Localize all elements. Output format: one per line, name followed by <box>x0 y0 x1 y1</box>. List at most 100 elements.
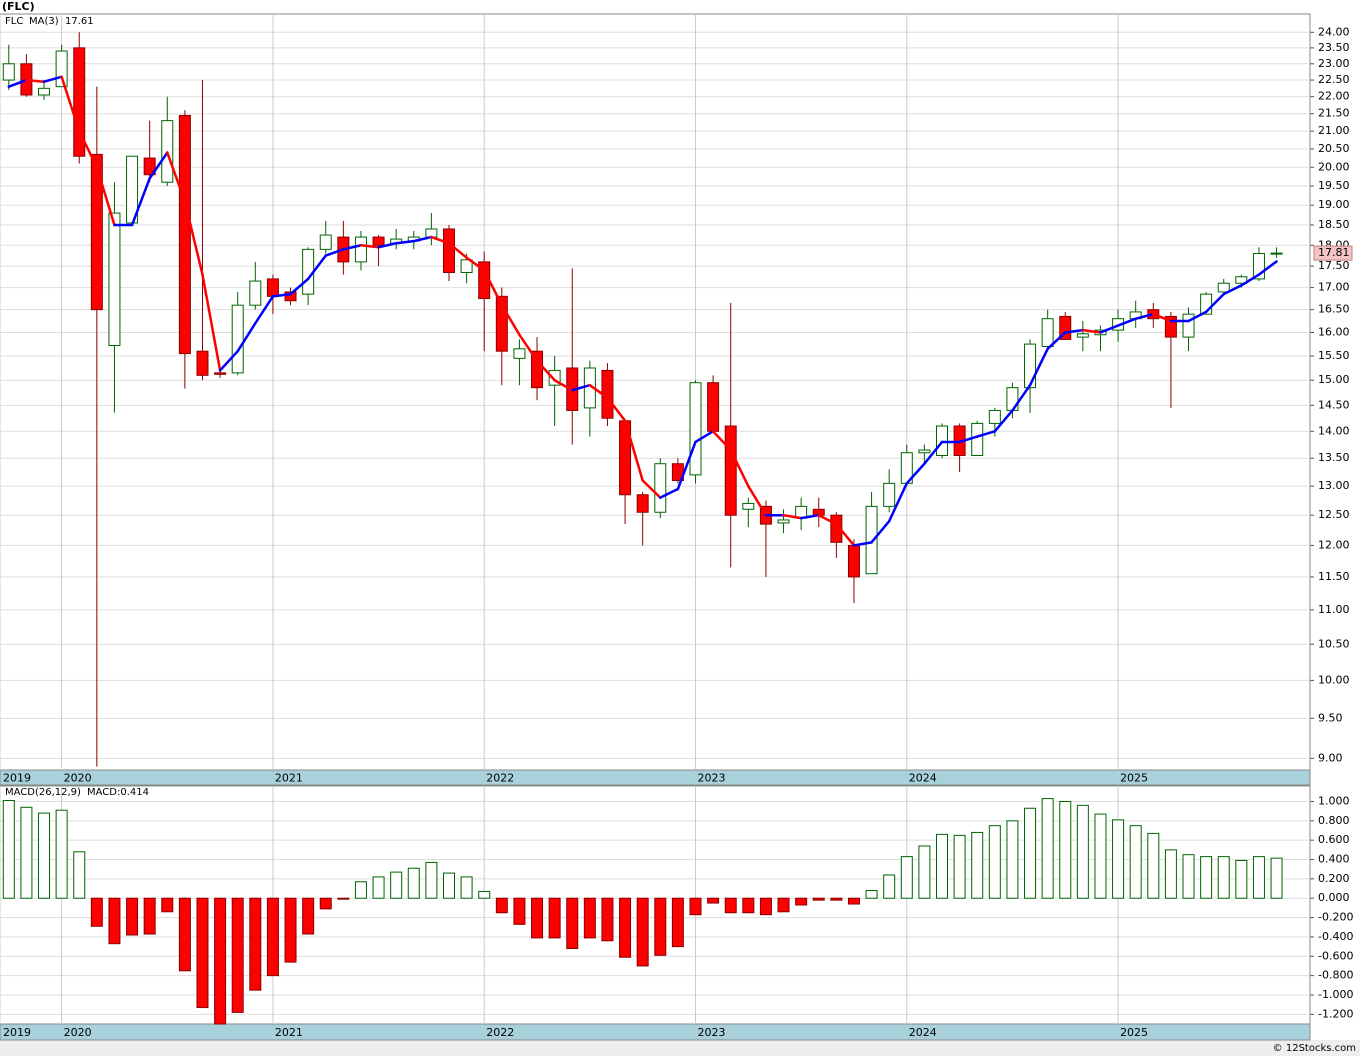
macd-bar <box>266 897 279 977</box>
macd-bar <box>830 897 843 901</box>
macd-bar <box>20 806 33 899</box>
y-tick-label: 21.50 <box>1318 107 1350 120</box>
ma-line <box>887 482 909 523</box>
macd-bar <box>619 897 632 958</box>
ma-line <box>394 239 416 245</box>
macd-bar <box>671 897 684 948</box>
macd-bar <box>1076 804 1089 899</box>
y-tick-label: 17.00 <box>1318 281 1350 294</box>
macd-bar <box>654 897 667 956</box>
macd-bar <box>390 871 403 899</box>
macd-bar <box>1129 825 1142 899</box>
x-tick-label: 2021 <box>275 772 303 785</box>
y-tick-label: 14.50 <box>1318 398 1350 411</box>
candle-body <box>707 382 720 432</box>
macd-bar <box>1235 859 1248 899</box>
candle-body <box>460 259 473 273</box>
y-tick-label: 13.50 <box>1318 451 1350 464</box>
ma-line <box>412 235 433 243</box>
x-tick-label: 2021 <box>275 1026 303 1039</box>
ma-line <box>377 241 398 249</box>
y-tick-label: 0.800 <box>1318 814 1350 827</box>
ma-line <box>659 487 680 499</box>
candle-body <box>830 514 843 543</box>
macd-bar <box>1006 820 1019 899</box>
ma-line <box>588 383 609 399</box>
macd-bar <box>707 897 720 904</box>
ma-line <box>641 479 662 499</box>
ma-line <box>1204 292 1225 314</box>
ma-line <box>42 75 63 83</box>
candle-body <box>372 236 385 246</box>
macd-bar <box>1217 856 1230 899</box>
ma-line <box>482 269 504 307</box>
ma-line <box>254 295 275 325</box>
y-tick-label: -0.800 <box>1318 969 1353 982</box>
x-tick-label: 2023 <box>697 772 725 785</box>
ma-line <box>1046 331 1067 351</box>
y-tick-label: 21.00 <box>1318 124 1350 137</box>
ma-line <box>465 256 486 272</box>
watermark: © 12Stocks.com <box>1273 1043 1356 1054</box>
ma-line <box>711 430 732 452</box>
x-tick-label: 2020 <box>64 772 92 785</box>
candle-body <box>178 114 191 355</box>
ma-line <box>218 349 239 372</box>
x-tick-label: 2019 <box>3 1026 31 1039</box>
candle-body <box>1076 333 1089 338</box>
y-tick-label: -1.000 <box>1318 988 1353 1001</box>
ma-line <box>1152 312 1173 323</box>
x-tick-label: 2022 <box>486 772 514 785</box>
macd-bar <box>73 851 86 899</box>
macd-bar <box>478 890 491 899</box>
ma-line <box>447 241 468 259</box>
macd-bar <box>777 897 790 913</box>
y-tick-label: 19.50 <box>1318 179 1350 192</box>
macd-bar <box>601 897 614 942</box>
ma-line <box>324 248 345 257</box>
ma-line <box>1116 317 1137 327</box>
candle-body <box>531 350 544 389</box>
ma-line <box>676 440 697 491</box>
x-tick-label: 2024 <box>909 772 937 785</box>
ma-line <box>342 244 363 251</box>
macd-bar <box>636 897 649 967</box>
y-tick-label: 11.50 <box>1318 570 1350 583</box>
macd-bar <box>548 897 561 939</box>
legend-entry: MACD(26,12,9) <box>5 787 81 798</box>
candle-body <box>319 234 332 250</box>
ma-line <box>694 430 715 444</box>
y-tick-label: -1.200 <box>1318 1007 1353 1020</box>
macd-bar <box>1059 800 1072 899</box>
ma-line <box>1064 328 1085 334</box>
macd-bar <box>988 825 1001 899</box>
candle-body <box>742 502 755 510</box>
ma-line <box>606 396 627 423</box>
candle-body <box>38 87 51 96</box>
ma-line <box>359 244 380 249</box>
y-tick-label: 17.50 <box>1318 259 1350 272</box>
macd-bar <box>231 897 244 1013</box>
macd-bar <box>407 867 420 899</box>
ma-line <box>835 522 856 547</box>
candle-body <box>689 382 702 476</box>
candle-body <box>249 280 262 306</box>
candle-body <box>90 153 103 311</box>
ma-line <box>1028 347 1049 387</box>
ma-line <box>518 333 539 362</box>
candle-body <box>1164 315 1177 338</box>
y-tick-label: 20.50 <box>1318 142 1350 155</box>
macd-bar <box>1252 856 1265 899</box>
ma-line <box>95 166 116 227</box>
x-tick-label: 2023 <box>697 1026 725 1039</box>
candle-body <box>2 63 15 81</box>
macd-bar <box>143 897 156 935</box>
candle-body <box>284 291 297 302</box>
candle-body <box>883 482 896 507</box>
y-tick-label: 0.200 <box>1318 872 1350 885</box>
y-tick-label: 11.00 <box>1318 603 1350 616</box>
ma-line <box>1222 284 1243 296</box>
candle-body <box>777 519 790 524</box>
y-tick-label: 16.00 <box>1318 325 1350 338</box>
